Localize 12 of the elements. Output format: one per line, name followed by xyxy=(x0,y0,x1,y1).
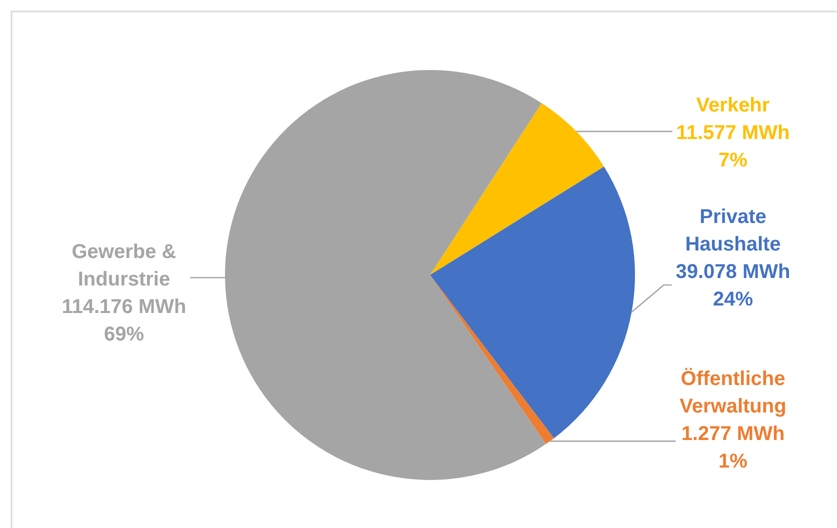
slice-label: Private Haushalte xyxy=(685,206,781,256)
data-label: 39.078 MWh 24% xyxy=(676,260,790,310)
data-label: 1.277 MWh 1% xyxy=(681,422,785,472)
pie-slice xyxy=(430,275,554,444)
data-label: 114.176 MWh 69% xyxy=(62,296,186,346)
slice-label: Gewerbe & Indurstrie xyxy=(72,240,176,290)
pie-slice xyxy=(430,166,635,438)
slice-label: Verkehr xyxy=(696,94,770,116)
data-label: 11.577 MWh 7% xyxy=(676,122,790,172)
pie-slice xyxy=(225,70,546,480)
slice-label: Öffentliche Verwaltung xyxy=(680,366,786,418)
pie-slice xyxy=(430,103,604,275)
